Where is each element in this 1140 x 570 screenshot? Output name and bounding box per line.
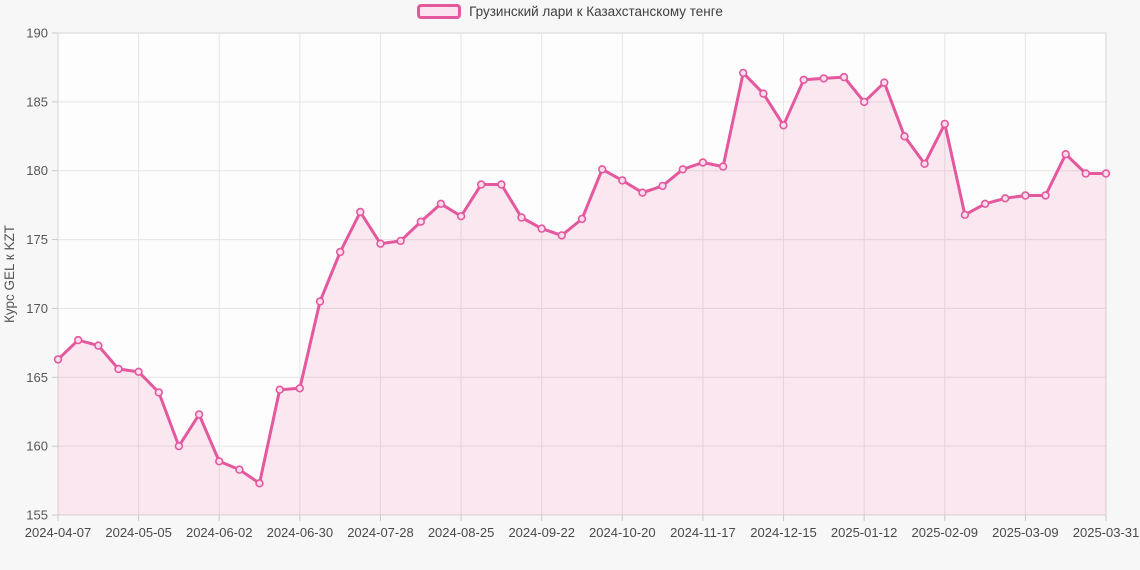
data-point-marker[interactable] — [73, 335, 83, 345]
data-point-marker[interactable] — [698, 158, 708, 167]
data-point-marker[interactable] — [194, 410, 204, 419]
data-point-marker[interactable] — [779, 121, 788, 130]
data-point-marker[interactable] — [94, 341, 103, 350]
data-point-marker[interactable] — [597, 165, 607, 174]
data-point-marker[interactable] — [819, 74, 828, 83]
data-point-marker[interactable] — [557, 231, 566, 240]
data-point-marker[interactable] — [376, 239, 385, 248]
x-tick-label: 2024-09-22 — [508, 525, 575, 540]
y-tick-label: 185 — [26, 94, 48, 109]
x-tick-label: 2025-03-31 — [1073, 525, 1140, 540]
data-point-marker[interactable] — [718, 162, 728, 171]
data-point-marker[interactable] — [295, 384, 304, 393]
data-point-marker[interactable] — [416, 217, 425, 226]
data-point-marker[interactable] — [920, 159, 929, 169]
x-tick-label: 2024-08-25 — [428, 525, 495, 540]
legend-label: Грузинский лари к Казахстанскому тенге — [469, 4, 723, 19]
y-tick-label: 175 — [26, 232, 48, 247]
y-tick-label: 155 — [26, 508, 48, 523]
y-tick-label: 190 — [26, 26, 48, 41]
data-point-marker[interactable] — [900, 132, 909, 141]
data-point-marker[interactable] — [1081, 169, 1091, 178]
data-point-marker[interactable] — [235, 465, 244, 474]
data-point-marker[interactable] — [456, 212, 466, 221]
data-point-marker[interactable] — [1000, 194, 1010, 203]
x-tick-label: 2025-01-12 — [831, 525, 898, 540]
data-point-marker[interactable] — [436, 199, 446, 209]
y-tick-label: 180 — [26, 163, 48, 178]
data-point-marker[interactable] — [215, 457, 224, 466]
data-point-marker[interactable] — [315, 297, 325, 306]
data-point-marker[interactable] — [537, 224, 546, 233]
data-point-marker[interactable] — [880, 78, 889, 87]
chart-legend: Грузинский лари к Казахстанскому тенге — [0, 4, 1140, 19]
data-point-marker[interactable] — [638, 188, 647, 197]
data-point-marker[interactable] — [1041, 191, 1050, 200]
data-point-marker[interactable] — [477, 180, 486, 189]
data-point-marker[interactable] — [114, 364, 123, 374]
data-point-marker[interactable] — [336, 247, 345, 257]
data-point-marker[interactable] — [738, 68, 748, 78]
data-point-marker[interactable] — [839, 72, 849, 82]
x-tick-label: 2024-05-05 — [105, 525, 172, 540]
data-point-marker[interactable] — [396, 236, 405, 246]
plot-area-background — [58, 33, 1106, 515]
data-point-marker[interactable] — [154, 388, 164, 397]
x-tick-label: 2024-10-20 — [589, 525, 656, 540]
data-point-marker[interactable] — [859, 97, 869, 107]
data-point-marker[interactable] — [275, 385, 284, 394]
data-point-marker[interactable] — [960, 210, 970, 220]
y-tick-label: 170 — [26, 301, 48, 316]
data-point-marker[interactable] — [517, 213, 526, 222]
series-area — [58, 72, 1106, 516]
data-point-marker[interactable] — [940, 119, 949, 129]
x-tick-label: 2024-12-15 — [750, 525, 817, 540]
data-point-marker[interactable] — [799, 75, 808, 85]
data-point-marker[interactable] — [134, 367, 143, 376]
x-tick-label: 2024-07-28 — [347, 525, 414, 540]
data-point-marker[interactable] — [980, 199, 990, 209]
y-tick-label: 165 — [26, 370, 48, 385]
data-point-marker[interactable] — [174, 441, 184, 451]
x-tick-label: 2025-02-09 — [912, 525, 979, 540]
y-axis-title: Курс GEL к KZT — [2, 225, 17, 323]
x-tick-label: 2024-04-07 — [25, 525, 92, 540]
data-point-marker[interactable] — [1101, 169, 1111, 178]
data-point-marker[interactable] — [678, 165, 687, 174]
y-tick-label: 160 — [26, 439, 48, 454]
legend-item-gel-kzt[interactable]: Грузинский лари к Казахстанскому тенге — [417, 4, 723, 19]
data-point-marker[interactable] — [1061, 150, 1070, 159]
data-point-marker[interactable] — [1021, 191, 1030, 200]
plot-border — [57, 32, 1107, 516]
data-point-marker[interactable] — [759, 89, 768, 98]
x-tick-label: 2025-03-09 — [992, 525, 1059, 540]
data-point-marker[interactable] — [497, 180, 506, 189]
data-point-marker[interactable] — [356, 207, 365, 217]
data-point-marker[interactable] — [255, 479, 264, 488]
data-point-marker[interactable] — [658, 181, 667, 191]
x-tick-label: 2024-06-30 — [267, 525, 334, 540]
data-point-marker[interactable] — [618, 176, 627, 185]
x-tick-label: 2024-11-17 — [670, 525, 736, 540]
x-tick-label: 2024-06-02 — [186, 525, 253, 540]
data-point-marker[interactable] — [53, 355, 63, 364]
legend-swatch — [417, 4, 462, 19]
data-point-marker[interactable] — [577, 214, 587, 224]
